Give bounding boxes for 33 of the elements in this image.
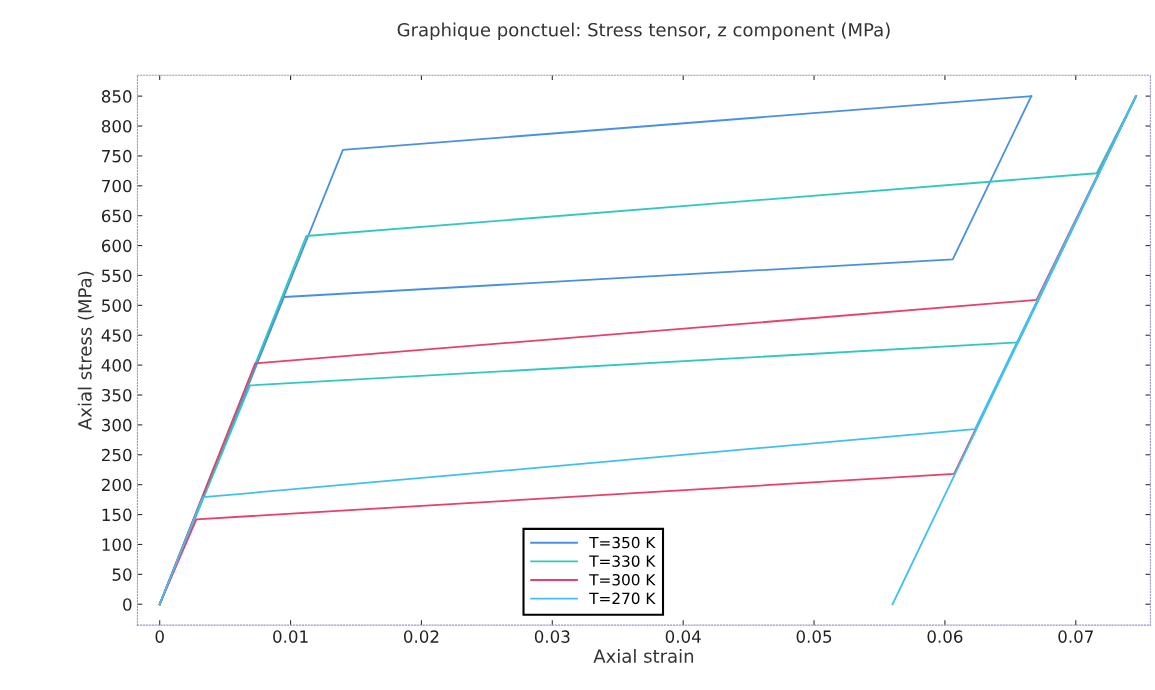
legend-label: T=350 K [589,536,656,549]
x-tick-label: 0.02 [403,630,439,643]
x-axis-title: Axial strain [593,648,694,663]
chart-title: Graphique ponctuel: Stress tensor, z component (MPa) [397,22,890,41]
y-tick-label: 700 [102,179,132,193]
y-tick-label: 650 [101,209,132,223]
y-tick-label: 500 [102,299,132,312]
y-tick-label: 100 [102,538,132,552]
y-tick-label: 400 [101,359,132,372]
y-tick-label: 0 [123,598,132,611]
x-tick-label: 0.01 [273,630,308,643]
y-tick-label: 200 [101,478,132,492]
legend-label: T=330 K [589,555,656,567]
y-tick-label: 300 [102,418,132,432]
y-tick-label: 350 [102,388,132,402]
y-tick-label: 50 [112,568,132,581]
x-tick-label: 0.07 [1058,630,1093,643]
y-tick-label: 750 [102,149,132,163]
x-tick-label: 0.04 [665,630,701,643]
y-tick-label: 800 [101,119,132,133]
y-tick-label: 250 [101,448,132,462]
y-tick-label: 850 [101,90,132,103]
legend-label: T=270 K [589,592,656,605]
x-tick-label: 0.06 [927,630,963,643]
x-tick-label: 0.03 [534,630,570,643]
y-tick-label: 600 [101,239,132,253]
y-tick-label: 150 [102,508,132,522]
legend-label: T=300 K [589,573,656,586]
y-axis-title: Axial stress (MPa) [77,271,94,430]
x-tick-label: 0 [155,630,164,643]
y-tick-label: 550 [102,269,132,283]
y-tick-label: 450 [101,329,132,342]
x-tick-label: 0.05 [796,630,832,643]
